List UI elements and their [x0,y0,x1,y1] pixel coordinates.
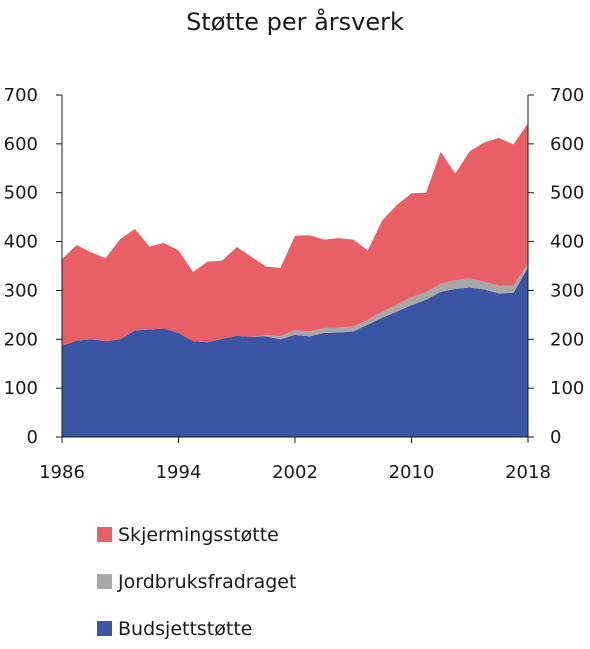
left-y-tick-label: 400 [4,232,38,253]
right-y-tick-labels: 0 100 200 300 400 500 600 700 [550,85,584,448]
legend: Skjermingsstøtte Jordbruksfradraget Budsje… [97,524,296,640]
area-series-skjermingsst-tte [62,123,528,346]
right-y-tick-label: 0 [550,427,561,448]
x-tick-label: 2002 [272,462,318,483]
right-y-tick-label: 700 [550,85,584,106]
right-y-tick-label: 400 [550,232,584,253]
left-y-tick-label: 600 [4,134,38,155]
left-y-tick-label: 100 [4,378,38,399]
legend-swatch-jordbruksfradraget [97,574,112,589]
legend-label-jordbruksfradraget: Jordbruksfradraget [117,571,296,593]
x-tick-labels: 1986 1994 2002 2010 2018 [39,462,551,483]
legend-swatch-budsjettst-tte [97,621,112,636]
right-y-tick-label: 300 [550,280,584,301]
right-y-tick-label: 600 [550,134,584,155]
right-y-tick-label: 200 [550,329,584,350]
x-tick-label: 2010 [389,462,435,483]
left-y-tick-label: 200 [4,329,38,350]
right-y-tick-label: 100 [550,378,584,399]
left-y-tick-label: 300 [4,280,38,301]
area-layers [62,123,528,437]
x-tick-label: 2018 [505,462,551,483]
left-y-tick-label: 0 [27,427,38,448]
area-series-budsjettst-tte [62,267,528,437]
chart-title: Støtte per årsverk [186,7,404,36]
left-y-tick-label: 500 [4,183,38,204]
left-y-tick-labels: 0 100 200 300 400 500 600 700 [4,85,38,448]
legend-label-budsjettst-tte: Budsjettstøtte [118,618,252,640]
legend-label-skjermingsst-tte: Skjermingsstøtte [118,524,279,546]
right-y-tick-label: 500 [550,183,584,204]
left-y-tick-label: 700 [4,85,38,106]
axes [56,94,534,443]
legend-swatch-skjermingsst-tte [97,527,112,542]
x-tick-label: 1994 [156,462,202,483]
x-tick-label: 1986 [39,462,85,483]
